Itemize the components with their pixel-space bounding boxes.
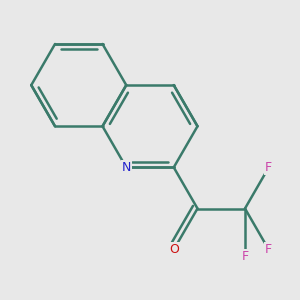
Text: F: F	[265, 161, 272, 174]
Text: F: F	[242, 250, 248, 262]
Text: F: F	[265, 243, 272, 256]
Text: O: O	[169, 243, 179, 256]
Text: N: N	[122, 161, 131, 174]
